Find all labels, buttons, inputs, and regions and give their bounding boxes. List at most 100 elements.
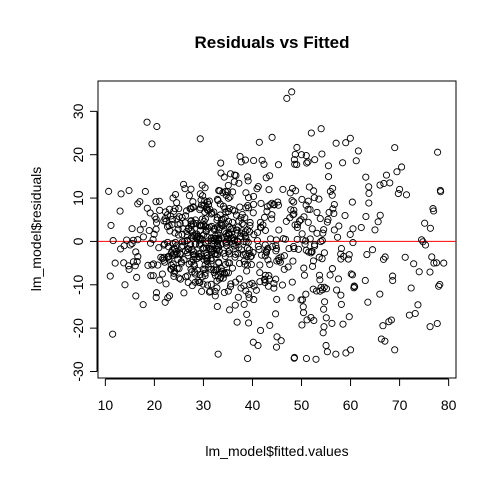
- data-point: [136, 198, 144, 206]
- data-point: [176, 275, 185, 283]
- data-point: [325, 208, 333, 216]
- y-axis-label: lm_model$residuals: [28, 167, 44, 292]
- data-point: [348, 198, 356, 206]
- data-point: [362, 212, 370, 221]
- data-point: [231, 207, 239, 215]
- data-point: [354, 147, 362, 155]
- data-point: [293, 143, 301, 152]
- data-point: [317, 125, 325, 133]
- data-point: [105, 187, 113, 195]
- data-point: [255, 138, 263, 146]
- data-point: [313, 208, 321, 216]
- data-point: [266, 321, 274, 329]
- data-point: [224, 181, 232, 189]
- y-tick-label: 20: [70, 147, 86, 163]
- data-point: [150, 230, 158, 238]
- data-point: [351, 283, 359, 291]
- data-point: [260, 160, 268, 168]
- data-point: [185, 260, 193, 268]
- data-point: [242, 189, 250, 197]
- data-point: [168, 252, 176, 260]
- data-point: [178, 230, 186, 238]
- data-point: [394, 189, 402, 198]
- data-point: [302, 237, 310, 245]
- data-point: [134, 200, 142, 208]
- data-point: [414, 301, 422, 309]
- data-point: [177, 258, 185, 266]
- data-point: [176, 249, 184, 258]
- data-point: [192, 219, 200, 228]
- data-point: [157, 253, 165, 261]
- data-point: [181, 237, 189, 245]
- data-point: [134, 253, 142, 261]
- data-point: [405, 311, 413, 319]
- data-point: [411, 309, 419, 318]
- data-point: [139, 301, 147, 309]
- data-point: [256, 326, 265, 334]
- data-point: [272, 310, 280, 318]
- data-point: [224, 235, 232, 243]
- data-point: [214, 237, 222, 245]
- data-point: [228, 218, 236, 226]
- data-point: [203, 205, 211, 213]
- data-point: [221, 188, 229, 196]
- data-point: [275, 254, 283, 263]
- data-point: [232, 211, 241, 219]
- data-point: [347, 270, 355, 278]
- data-point: [301, 240, 309, 248]
- data-point: [181, 247, 190, 255]
- data-point: [128, 239, 136, 247]
- data-point: [279, 235, 287, 243]
- data-point: [363, 251, 371, 259]
- data-point: [168, 220, 176, 228]
- data-point: [293, 223, 301, 231]
- data-point: [191, 278, 199, 286]
- data-point: [234, 293, 242, 301]
- data-point: [193, 230, 201, 238]
- data-point: [432, 259, 441, 267]
- data-point: [244, 173, 252, 181]
- data-point: [253, 237, 261, 245]
- data-point: [250, 296, 258, 304]
- data-point: [187, 185, 195, 193]
- data-point: [345, 251, 353, 259]
- data-point: [317, 238, 325, 246]
- data-point: [256, 269, 264, 277]
- data-point: [430, 259, 438, 267]
- data-point: [198, 287, 206, 295]
- data-point: [143, 118, 151, 126]
- data-point: [211, 224, 219, 232]
- data-point: [298, 195, 306, 203]
- data-point: [196, 206, 204, 214]
- data-point: [304, 197, 312, 205]
- data-point: [235, 243, 243, 251]
- data-point: [300, 271, 309, 279]
- data-point: [184, 225, 193, 233]
- data-point: [222, 260, 230, 268]
- data-point: [167, 249, 175, 257]
- data-point: [268, 133, 276, 141]
- x-tick-label: 10: [98, 397, 114, 413]
- data-point: [322, 341, 330, 350]
- data-point: [203, 281, 212, 289]
- data-point: [215, 226, 223, 234]
- y-axis: -30 -20 -10 0 10 20 30: [70, 103, 98, 382]
- data-point: [229, 206, 237, 214]
- data-point: [133, 258, 141, 266]
- data-point: [189, 198, 197, 206]
- data-point: [253, 228, 262, 237]
- data-point: [222, 230, 230, 238]
- data-point: [328, 265, 336, 273]
- data-point: [217, 159, 225, 167]
- data-point: [349, 239, 357, 247]
- data-point: [196, 135, 204, 143]
- data-point: [183, 207, 191, 215]
- data-point: [159, 254, 167, 263]
- data-point: [179, 225, 187, 233]
- chart-title: Residuals vs Fitted: [195, 33, 350, 52]
- data-point: [164, 253, 172, 261]
- data-point: [309, 262, 317, 270]
- x-axis: 10 20 30 40 50 60 70 80: [98, 378, 457, 413]
- data-point: [270, 201, 278, 209]
- data-point: [160, 241, 168, 249]
